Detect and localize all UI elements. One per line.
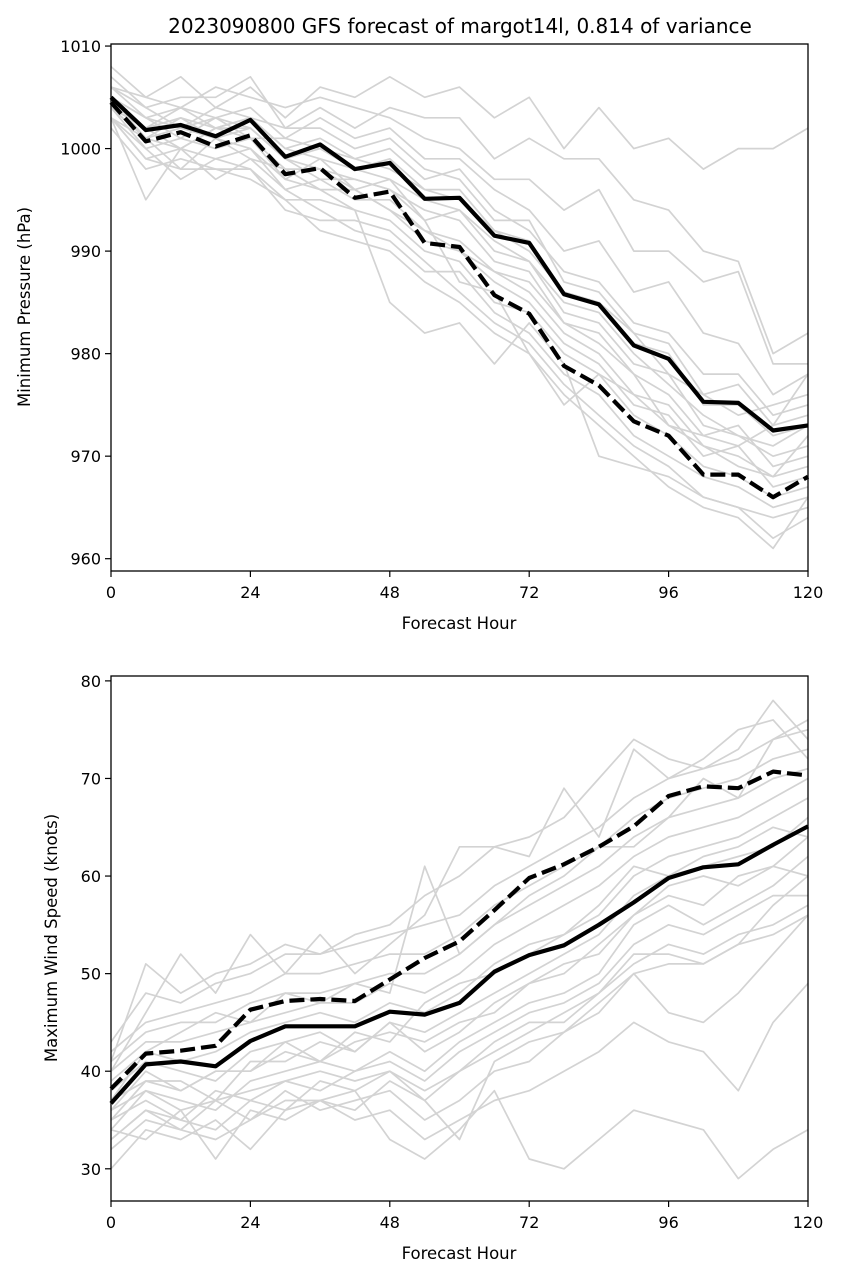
pressure-ensemble-member-line <box>110 117 809 447</box>
wind-series-layer <box>109 699 809 1180</box>
wind-ensemble-member-line <box>110 904 809 1141</box>
wind-ensemble-member-line <box>110 719 809 1072</box>
wind-y-tick-label: 80 <box>81 672 101 691</box>
pressure-x-tick-label: 72 <box>519 583 539 602</box>
pressure-ensemble-member-line <box>110 127 809 499</box>
wind-ensemble-member-line <box>110 982 809 1170</box>
pressure-y-tick-label: 990 <box>70 242 101 261</box>
wind-ensemble-member-line <box>110 914 809 1150</box>
wind-y-tick-label: 30 <box>81 1160 101 1179</box>
wind-ensemble-member-line <box>110 1089 809 1180</box>
wind-ensemble-member-line <box>110 855 809 1112</box>
chart-title: 2023090800 GFS forecast of margot14l, 0.… <box>168 14 752 38</box>
wind-x-tick-label: 72 <box>519 1213 539 1232</box>
pressure-series-layer <box>109 65 810 550</box>
pressure-y-tick-label: 1010 <box>60 37 101 56</box>
pressure-ensemble-member-line <box>110 117 809 550</box>
wind-plot-frame <box>110 675 809 1202</box>
wind-tick-layer: 0 24 48 72 96 120 30 40 50 60 70 80 <box>81 672 824 1232</box>
pressure-y-axis-label: Minimum Pressure (hPa) <box>15 207 34 407</box>
wind-ensemble-member-line <box>110 894 808 1131</box>
pressure-x-tick-label: 120 <box>793 583 824 602</box>
pressure-ensemble-member-line <box>110 107 809 519</box>
wind-ensemble-member-line <box>110 826 809 1111</box>
wind-x-tick-label: 24 <box>240 1213 260 1232</box>
wind-x-tick-label: 120 <box>793 1213 824 1232</box>
wind-x-axis-label: Forecast Hour <box>402 1244 517 1263</box>
wind-y-tick-label: 60 <box>81 867 101 886</box>
wind-solid-mean-line <box>109 824 809 1105</box>
pressure-solid-mean-line <box>109 95 809 433</box>
wind-ensemble-member-line <box>110 797 809 1082</box>
pressure-ensemble-member-line <box>110 86 808 365</box>
wind-x-tick-label: 0 <box>106 1213 116 1232</box>
wind-ensemble-member-line <box>110 728 809 1043</box>
wind-x-tick-label: 48 <box>380 1213 400 1232</box>
wind-y-axis-label: Maximum Wind Speed (knots) <box>42 814 61 1062</box>
pressure-ensemble-member-line <box>110 86 809 478</box>
pressure-ensemble-member-line <box>110 96 809 396</box>
pressure-x-tick-label: 96 <box>658 583 678 602</box>
pressure-tick-layer: 0 24 48 72 96 120 960 970 980 990 1000 1010 <box>60 37 823 602</box>
wind-y-tick-label: 40 <box>81 1062 101 1081</box>
wind-panel: 0 24 48 72 96 120 30 40 50 60 70 80 Forecast Hour M… <box>42 672 823 1263</box>
wind-y-tick-label: 50 <box>81 965 101 984</box>
pressure-ensemble-member-line <box>110 65 809 170</box>
wind-ensemble-member-line <box>110 914 809 1141</box>
pressure-y-tick-label: 980 <box>70 345 101 364</box>
pressure-y-tick-label: 960 <box>70 550 101 569</box>
pressure-dashed-mean-line <box>109 101 810 500</box>
pressure-y-tick-label: 1000 <box>60 140 101 159</box>
pressure-ensemble-member-line <box>110 86 809 427</box>
wind-x-tick-label: 96 <box>658 1213 678 1232</box>
pressure-plot-frame <box>110 43 809 572</box>
wind-y-tick-label: 70 <box>81 769 101 788</box>
pressure-panel: 2023090800 GFS forecast of margot14l, 0.… <box>15 14 823 633</box>
pressure-x-tick-label: 48 <box>380 583 400 602</box>
pressure-x-axis-label: Forecast Hour <box>402 614 517 633</box>
pressure-x-tick-label: 24 <box>240 583 260 602</box>
wind-ensemble-member-line <box>110 777 809 1072</box>
wind-ensemble-member-line <box>110 865 809 1121</box>
pressure-x-tick-label: 0 <box>106 583 116 602</box>
pressure-y-tick-label: 970 <box>70 447 101 466</box>
wind-dashed-mean-line <box>109 769 809 1091</box>
